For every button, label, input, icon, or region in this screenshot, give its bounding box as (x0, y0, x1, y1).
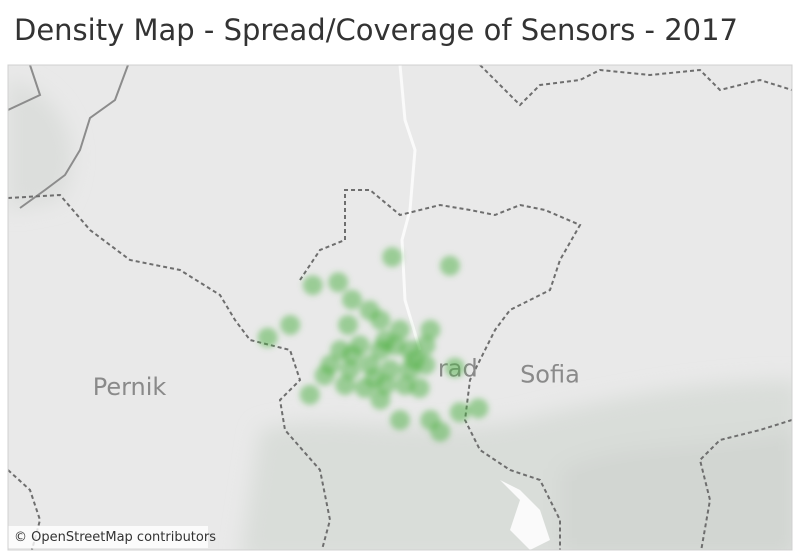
attribution: © OpenStreetMap contributors (14, 530, 216, 545)
sensor-density (302, 275, 323, 296)
sensor-density (390, 319, 410, 340)
sensor-density (314, 365, 335, 386)
map-frame (7, 64, 793, 551)
sensor-density (444, 357, 465, 378)
sensor-density (439, 255, 460, 276)
sensor-density (364, 368, 385, 389)
sensor-density (468, 398, 489, 419)
place-label: Pernik (93, 373, 167, 401)
road (8, 65, 42, 111)
density-layer (257, 247, 489, 442)
sensor-density (420, 319, 441, 340)
sensor-density (341, 345, 362, 366)
sensor-density (404, 349, 425, 370)
sensor-density (328, 272, 349, 293)
attribution-box (8, 526, 208, 548)
sensor-density (340, 359, 361, 380)
sensor-density (370, 389, 391, 410)
lake (500, 480, 550, 550)
sensor-density (382, 247, 403, 268)
map-title: Density Map - Spread/Coverage of Sensors… (14, 13, 738, 47)
sensor-density (430, 421, 451, 442)
sensor-density (335, 375, 356, 396)
sensor-density (280, 314, 301, 335)
map: PernikSofiarad © OpenStreetMap contribut… (8, 65, 792, 550)
sensor-density (299, 384, 320, 405)
border-line (479, 65, 792, 107)
sensor-density (338, 314, 359, 335)
terrain (8, 80, 792, 550)
sensor-density (370, 310, 391, 331)
sensor-density (375, 330, 396, 351)
sensor-density (257, 327, 278, 348)
sensor-density (390, 410, 410, 431)
border-line (8, 193, 332, 550)
place-label: Sofia (520, 360, 580, 388)
border-line (19, 65, 129, 209)
sensor-density (341, 289, 362, 310)
river (398, 65, 422, 351)
sensor-density (409, 378, 430, 399)
sensor-density (415, 335, 436, 356)
border-line (299, 189, 582, 550)
sensor-density (380, 359, 401, 380)
sensor-density (449, 402, 470, 423)
